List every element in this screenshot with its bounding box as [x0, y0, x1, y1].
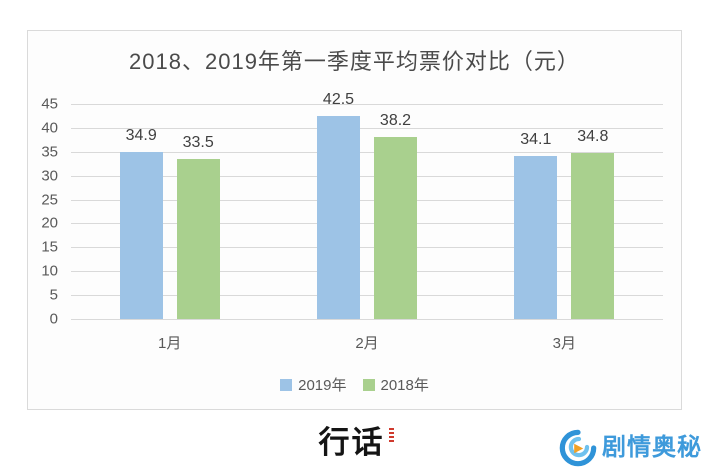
x-axis-labels: 1月 2月 3月 — [71, 332, 663, 353]
gridline — [71, 223, 663, 225]
y-axis-tick-label: 35 — [41, 143, 58, 161]
gridline — [71, 104, 663, 105]
legend-swatch-icon — [280, 378, 293, 391]
drama-swirl-logo-icon — [559, 429, 597, 467]
chart-title: 2018、2019年第一季度平均票价对比（元） — [129, 49, 580, 74]
y-axis-tick-label: 15 — [41, 238, 58, 256]
gridline — [71, 247, 663, 249]
x-axis-label: 1月 — [157, 335, 182, 352]
plot-area: 34.9 33.5 42.5 38.2 34.1 34.8 — [71, 91, 663, 320]
gridline — [71, 151, 663, 153]
bar-2019年-2月: 42.5 — [316, 91, 360, 319]
bar-group-1月: 34.9 33.5 — [71, 104, 268, 319]
bar-2018年-1月: 33.5 — [176, 134, 220, 319]
bar-value-label: 34.1 — [520, 131, 552, 149]
gridline — [71, 199, 663, 201]
chart-card: 2018、2019年第一季度平均票价对比（元） 0 5 10 15 20 25 30 35 40… — [27, 30, 682, 410]
y-axis-tick-label: 20 — [41, 214, 58, 232]
bar-value-label: 33.5 — [182, 133, 214, 151]
y-axis-tick-label: 45 — [41, 95, 58, 113]
legend-item: 2018年 — [362, 374, 429, 395]
gridline — [71, 127, 663, 129]
bar-group-2月: 42.5 38.2 — [268, 91, 465, 319]
y-axis-tick-label: 0 — [49, 310, 58, 328]
bar-2018年-3月: 34.8 — [571, 128, 615, 319]
legend-label: 2018年 — [380, 377, 429, 394]
bar-value-label: 42.5 — [322, 90, 355, 108]
gridline — [71, 295, 663, 297]
gridline — [71, 319, 663, 320]
legend-label: 2019年 — [298, 377, 347, 394]
y-axis-tick-label: 30 — [41, 167, 58, 185]
gridline — [71, 175, 663, 177]
legend-item: 2019年 — [280, 374, 347, 395]
gridlines — [71, 104, 663, 320]
hanghua-logo-text: 行话 — [318, 425, 385, 460]
bar-group-3月: 34.1 34.8 — [466, 104, 663, 319]
x-axis-label: 2月 — [355, 335, 379, 352]
bar-groups: 34.9 33.5 42.5 38.2 34.1 34.8 — [71, 91, 663, 319]
bar-2019年-3月: 34.1 — [514, 131, 558, 319]
y-axis: 0 5 10 15 20 25 30 35 40 45 — [28, 97, 64, 327]
y-axis-tick-label: 40 — [41, 119, 58, 137]
y-axis-tick-label: 25 — [41, 191, 58, 209]
x-axis-label: 3月 — [552, 335, 576, 352]
bar-value-label: 34.8 — [577, 127, 609, 145]
watermark-brand-text: 剧情奥秘 — [602, 434, 702, 461]
footer-right-brand: 剧情奥秘 — [559, 427, 702, 469]
bar-2018年-2月: 38.2 — [373, 112, 417, 319]
y-axis-tick-label: 5 — [49, 286, 58, 304]
y-axis-tick-label: 10 — [41, 262, 58, 280]
legend: 2019年 2018年 — [28, 374, 681, 395]
bar-2019年-1月: 34.9 — [119, 127, 163, 319]
gridline — [71, 271, 663, 273]
legend-swatch-icon — [362, 378, 375, 391]
red-seal-mark-icon — [388, 428, 394, 444]
footer-center-brand: 行话 — [0, 425, 712, 461]
bar-value-label: 38.2 — [379, 111, 412, 129]
bar-value-label: 34.9 — [125, 127, 157, 145]
